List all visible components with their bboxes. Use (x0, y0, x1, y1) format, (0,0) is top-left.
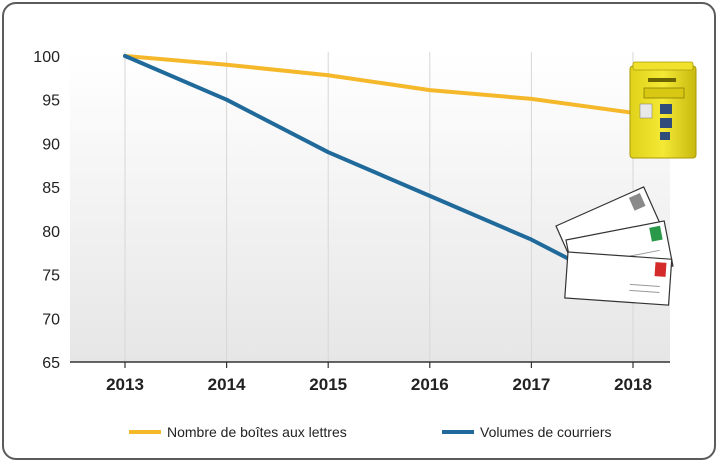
x-tick-label: 2014 (208, 375, 246, 394)
chart-frame: 100 95 90 85 80 75 70 65 2013 2014 2015 2016 2017 20… (2, 2, 716, 460)
y-tick-label: 100 (33, 49, 60, 66)
x-tick-label: 2018 (614, 375, 652, 394)
y-tick-label: 70 (42, 311, 60, 328)
legend-label-1: Volumes de courriers (480, 424, 612, 440)
legend-label-0: Nombre de boîtes aux lettres (167, 424, 347, 440)
x-tick-label: 2016 (411, 375, 449, 394)
y-tick-label: 90 (42, 136, 60, 153)
y-tick-label: 80 (42, 224, 60, 241)
y-axis: 100 95 90 85 80 75 70 65 (33, 49, 60, 372)
series-line-0 (123, 54, 635, 115)
y-tick-label: 85 (42, 180, 60, 197)
legend: Nombre de boîtes aux lettres Volumes de c… (129, 424, 612, 440)
yellow-mailbox-icon (629, 61, 697, 159)
plot-background (70, 52, 670, 362)
y-tick-label: 95 (42, 93, 60, 110)
y-tick-label: 75 (42, 268, 60, 285)
y-tick-label: 65 (42, 355, 60, 372)
x-axis: 2013 2014 2015 2016 2017 2018 (106, 362, 652, 394)
x-tick-label: 2013 (106, 375, 144, 394)
x-tick-label: 2015 (309, 375, 347, 394)
series-line-1 (123, 54, 635, 295)
x-tick-label: 2017 (512, 375, 550, 394)
envelopes-icon (555, 186, 674, 306)
